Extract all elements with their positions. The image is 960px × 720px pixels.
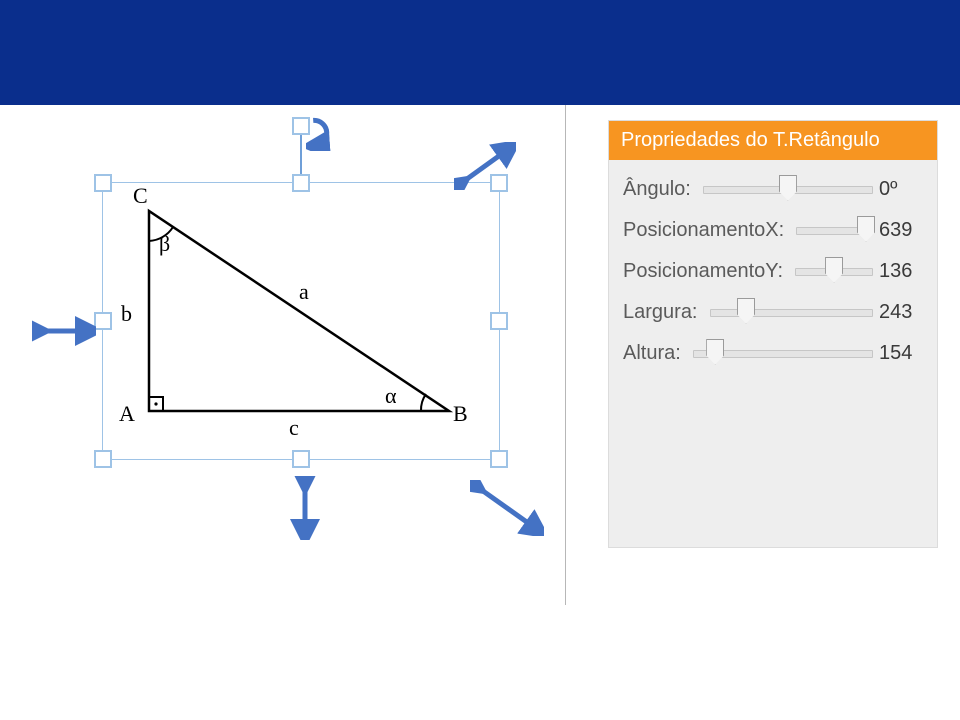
- resize-handle-mid-left[interactable]: [94, 312, 112, 330]
- slider-altura[interactable]: [693, 350, 873, 358]
- property-label-angulo: Ângulo:: [623, 178, 691, 201]
- triangle-svg: [139, 201, 459, 431]
- property-label-largura: Largura:: [623, 301, 698, 324]
- property-row-altura: Altura: 154: [623, 342, 923, 365]
- slider-posx[interactable]: [796, 227, 873, 235]
- side-label-a: a: [299, 279, 309, 305]
- resize-handle-bottom-left[interactable]: [94, 450, 112, 468]
- angle-label-beta: β: [159, 231, 170, 257]
- property-row-posx: PosicionamentoX: 639: [623, 219, 923, 242]
- slider-angulo[interactable]: [703, 186, 873, 194]
- resize-handle-bottom-right[interactable]: [490, 450, 508, 468]
- properties-panel: Propriedades do T.Retângulo Ângulo: 0º Pos…: [608, 120, 938, 548]
- slider-thumb-largura[interactable]: [737, 298, 755, 324]
- slider-thumb-posx[interactable]: [857, 216, 875, 242]
- property-value-angulo: 0º: [879, 178, 923, 201]
- property-value-posx: 639: [879, 219, 923, 242]
- side-label-b: b: [121, 301, 132, 327]
- annotation-rotate-hint: [306, 115, 342, 151]
- panel-title: Propriedades do T.Retângulo: [609, 121, 937, 160]
- slider-thumb-altura[interactable]: [706, 339, 724, 365]
- property-label-posy: PosicionamentoY:: [623, 260, 783, 283]
- property-value-altura: 154: [879, 342, 923, 365]
- vertex-label-a: A: [119, 401, 135, 427]
- vertex-label-b: B: [453, 401, 468, 427]
- right-triangle-figure: A B C a b c α β: [139, 201, 459, 431]
- slider-largura[interactable]: [710, 309, 874, 317]
- resize-handle-top-left[interactable]: [94, 174, 112, 192]
- annotation-resize-se: [470, 480, 544, 536]
- resize-handle-mid-right[interactable]: [490, 312, 508, 330]
- resize-handle-top-mid[interactable]: [292, 174, 310, 192]
- property-label-altura: Altura:: [623, 342, 681, 365]
- top-banner: [0, 0, 960, 105]
- property-row-angulo: Ângulo: 0º: [623, 178, 923, 201]
- slider-thumb-posy[interactable]: [825, 257, 843, 283]
- selection-box[interactable]: A B C a b c α β: [102, 182, 500, 460]
- side-label-c: c: [289, 415, 299, 441]
- resize-handle-bottom-mid[interactable]: [292, 450, 310, 468]
- annotation-resize-s: [290, 476, 320, 540]
- slider-thumb-angulo[interactable]: [779, 175, 797, 201]
- property-value-posy: 136: [879, 260, 923, 283]
- annotation-resize-w: [32, 316, 96, 346]
- property-row-largura: Largura: 243: [623, 301, 923, 324]
- canvas-divider: [565, 105, 566, 605]
- property-row-posy: PosicionamentoY: 136: [623, 260, 923, 283]
- property-value-largura: 243: [879, 301, 923, 324]
- angle-label-alpha: α: [385, 383, 397, 409]
- annotation-resize-ne: [454, 142, 516, 190]
- vertex-label-c: C: [133, 183, 148, 209]
- property-label-posx: PosicionamentoX:: [623, 219, 784, 242]
- panel-body: Ângulo:0ºPosicionamentoX:639Posicionamen…: [609, 160, 937, 411]
- slider-posy[interactable]: [795, 268, 873, 276]
